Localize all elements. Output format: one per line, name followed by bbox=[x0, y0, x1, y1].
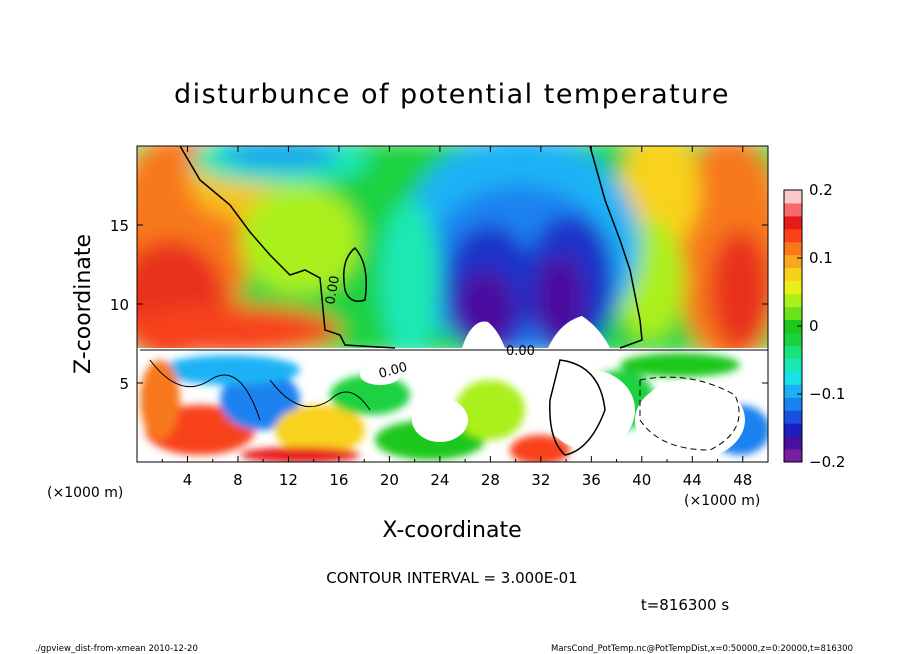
white-peak-left bbox=[462, 321, 505, 348]
x-tick-label: 28 bbox=[481, 471, 500, 489]
colorbar-swatch bbox=[784, 423, 802, 437]
y-tick-label: 15 bbox=[110, 217, 129, 235]
colorbar-swatch bbox=[784, 436, 802, 450]
colorbar-ticks: 0.2 0.1 0 −0.1 −0.2 bbox=[797, 181, 845, 471]
colorbar-swatch bbox=[784, 397, 802, 411]
contour-lines bbox=[140, 146, 768, 456]
x-tick-label: 24 bbox=[430, 471, 449, 489]
upper-field bbox=[137, 146, 768, 365]
colorbar-tick-label: 0.1 bbox=[809, 249, 833, 267]
colorbar-swatch bbox=[784, 254, 802, 269]
y-axis-ticks: 5 10 15 bbox=[110, 217, 768, 393]
x-tick-label: 44 bbox=[683, 471, 702, 489]
colorbar-swatch bbox=[784, 215, 802, 230]
colorbar-swatch bbox=[784, 371, 802, 385]
colorbar-swatch bbox=[784, 384, 802, 398]
white-peak-right bbox=[548, 316, 610, 348]
x-tick-label: 36 bbox=[582, 471, 601, 489]
y-tick-label: 10 bbox=[110, 296, 129, 314]
chart-title: disturbunce of potential temperature bbox=[174, 79, 730, 110]
x-tick-label: 20 bbox=[380, 471, 399, 489]
colorbar-swatch bbox=[784, 332, 802, 346]
colorbar-tick-label: −0.2 bbox=[809, 453, 845, 471]
footer-left: ./gpview_dist-from-xmean 2010-12-20 bbox=[35, 644, 198, 654]
x-unit-left: (×1000 m) bbox=[47, 485, 123, 501]
colorbar-swatch bbox=[784, 267, 802, 282]
colorbar-swatch bbox=[784, 358, 802, 372]
colorbar-swatch bbox=[784, 202, 802, 217]
contour-labels: 0.00 0.00 0.00 bbox=[323, 275, 535, 382]
contour-label: 0.00 bbox=[377, 360, 409, 382]
colorbar-swatch bbox=[784, 241, 802, 256]
x-tick-label: 12 bbox=[279, 471, 298, 489]
footer-right: MarsCond_PotTemp.nc@PotTempDist,x=0:5000… bbox=[551, 644, 853, 654]
contour-label: 0.00 bbox=[506, 344, 535, 359]
colorbar-tick-label: 0.2 bbox=[809, 181, 833, 199]
x-axis-label: X-coordinate bbox=[382, 518, 521, 543]
contour-label: 0.00 bbox=[323, 275, 343, 306]
x-tick-label: 8 bbox=[233, 471, 243, 489]
x-tick-label: 32 bbox=[531, 471, 550, 489]
colorbar-tick-label: −0.1 bbox=[809, 385, 845, 403]
colorbar-swatch bbox=[784, 293, 802, 308]
colorbar-swatch bbox=[784, 345, 802, 359]
colorbar-tick-label: 0 bbox=[809, 317, 819, 335]
x-tick-label: 4 bbox=[183, 471, 193, 489]
x-tick-label: 48 bbox=[733, 471, 752, 489]
colorbar-swatch bbox=[784, 306, 802, 321]
plot-area: 0.00 0.00 0.00 bbox=[137, 146, 768, 462]
colorbar-swatch bbox=[784, 228, 802, 243]
time-stamp: t=816300 s bbox=[641, 596, 729, 614]
colorbar-swatch bbox=[784, 449, 802, 463]
y-axis-label: Z-coordinate bbox=[71, 234, 96, 374]
x-unit-right: (×1000 m) bbox=[684, 493, 760, 509]
x-axis-ticks: 4 8 12 16 20 24 28 32 36 40 44 48 bbox=[161, 146, 752, 489]
lower-field bbox=[137, 348, 768, 462]
colorbar-swatch bbox=[784, 190, 802, 204]
colorbar-swatch bbox=[784, 410, 802, 424]
x-tick-label: 40 bbox=[632, 471, 651, 489]
x-tick-label: 16 bbox=[329, 471, 348, 489]
y-tick-label: 5 bbox=[119, 375, 129, 393]
colorbar-swatch bbox=[784, 280, 802, 295]
contour-interval: CONTOUR INTERVAL = 3.000E-01 bbox=[326, 569, 577, 587]
colorbar-swatch bbox=[784, 319, 802, 333]
